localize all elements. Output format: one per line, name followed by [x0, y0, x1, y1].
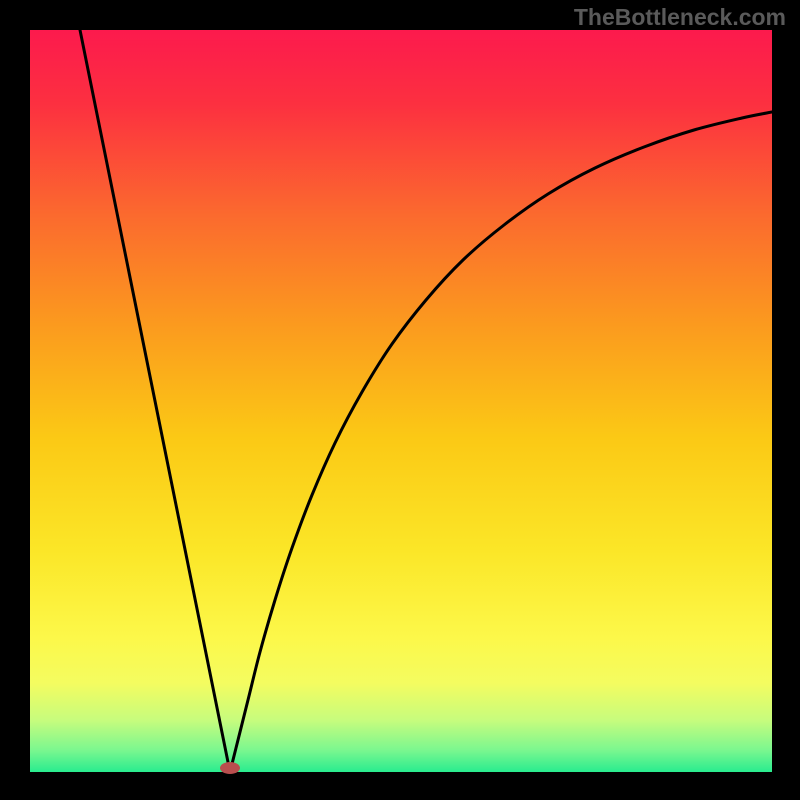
bottleneck-curve — [30, 30, 772, 772]
watermark-text: TheBottleneck.com — [574, 4, 786, 31]
plot-area — [30, 30, 772, 772]
minimum-marker — [220, 762, 240, 774]
chart-container: TheBottleneck.com — [0, 0, 800, 800]
